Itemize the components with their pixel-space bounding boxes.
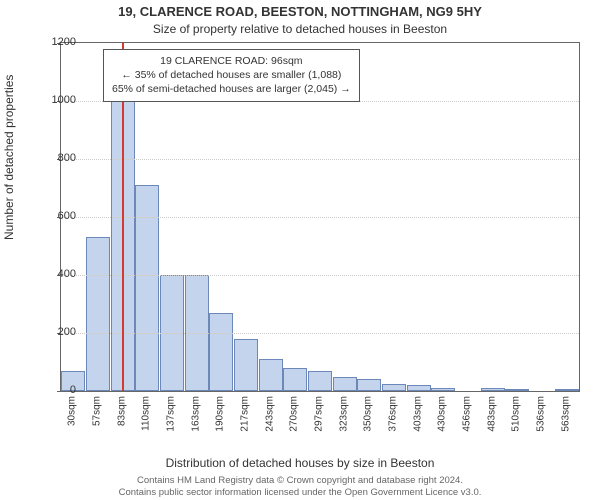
x-tick-label: 403sqm (412, 396, 423, 432)
footer-attribution: Contains HM Land Registry data © Crown c… (0, 475, 600, 498)
x-tick-label: 456sqm (462, 396, 473, 432)
x-tick-label: 563sqm (560, 396, 571, 432)
annotation-line3: 65% of semi-detached houses are larger (… (112, 83, 351, 95)
x-tick-label: 110sqm (141, 396, 152, 431)
x-tick-label: 57sqm (92, 396, 103, 426)
y-tick-label: 400 (36, 268, 76, 280)
y-tick-label: 1200 (36, 36, 76, 48)
x-tick-label: 83sqm (116, 396, 127, 426)
y-tick-label: 200 (36, 326, 76, 338)
x-tick-label: 243sqm (264, 396, 275, 432)
x-tick-label: 190sqm (215, 396, 226, 432)
annotation-box: 19 CLARENCE ROAD: 96sqm ← 35% of detache… (103, 49, 360, 102)
gridline (61, 159, 579, 160)
y-tick-label: 0 (36, 384, 76, 396)
histogram-bar (357, 379, 381, 391)
x-tick-label: 217sqm (240, 396, 251, 432)
footer-line1: Contains HM Land Registry data © Crown c… (137, 475, 463, 486)
x-tick-label: 430sqm (437, 396, 448, 432)
x-tick-label: 510sqm (511, 396, 522, 432)
plot-area: 19 CLARENCE ROAD: 96sqm ← 35% of detache… (60, 42, 580, 392)
histogram-bar (234, 339, 258, 391)
x-tick-label: 323sqm (338, 396, 349, 432)
histogram-bar (382, 384, 406, 391)
annotation-line2: ← 35% of detached houses are smaller (1,… (121, 69, 341, 81)
histogram-bar (481, 388, 505, 391)
histogram-bar (86, 237, 110, 391)
x-tick-label: 350sqm (363, 396, 374, 432)
histogram-bar (259, 359, 283, 391)
y-axis-label: Number of detached properties (2, 75, 16, 240)
y-tick-label: 600 (36, 210, 76, 222)
y-tick-label: 800 (36, 152, 76, 164)
gridline (61, 275, 579, 276)
chart-title-main: 19, CLARENCE ROAD, BEESTON, NOTTINGHAM, … (0, 4, 600, 19)
gridline (61, 333, 579, 334)
x-tick-label: 376sqm (388, 396, 399, 432)
histogram-bar (407, 385, 431, 391)
histogram-bar (505, 389, 529, 391)
histogram-bar (283, 368, 307, 391)
x-tick-label: 536sqm (536, 396, 547, 432)
histogram-bar (308, 371, 332, 391)
x-tick-label: 297sqm (314, 396, 325, 432)
x-tick-label: 30sqm (67, 396, 78, 426)
histogram-bar (135, 185, 159, 391)
histogram-bar (555, 389, 579, 391)
x-tick-label: 483sqm (486, 396, 497, 432)
histogram-bar (333, 377, 357, 392)
annotation-line1: 19 CLARENCE ROAD: 96sqm (160, 55, 302, 67)
x-tick-label: 270sqm (289, 396, 300, 432)
x-axis-label: Distribution of detached houses by size … (0, 456, 600, 470)
footer-line2: Contains public sector information licen… (119, 487, 482, 498)
y-tick-label: 1000 (36, 94, 76, 106)
x-tick-label: 137sqm (166, 396, 177, 432)
histogram-bar (431, 388, 455, 391)
chart-title-sub: Size of property relative to detached ho… (0, 22, 600, 36)
gridline (61, 217, 579, 218)
x-tick-label: 163sqm (190, 396, 201, 432)
histogram-bar (209, 313, 233, 391)
chart-container: 19, CLARENCE ROAD, BEESTON, NOTTINGHAM, … (0, 0, 600, 500)
